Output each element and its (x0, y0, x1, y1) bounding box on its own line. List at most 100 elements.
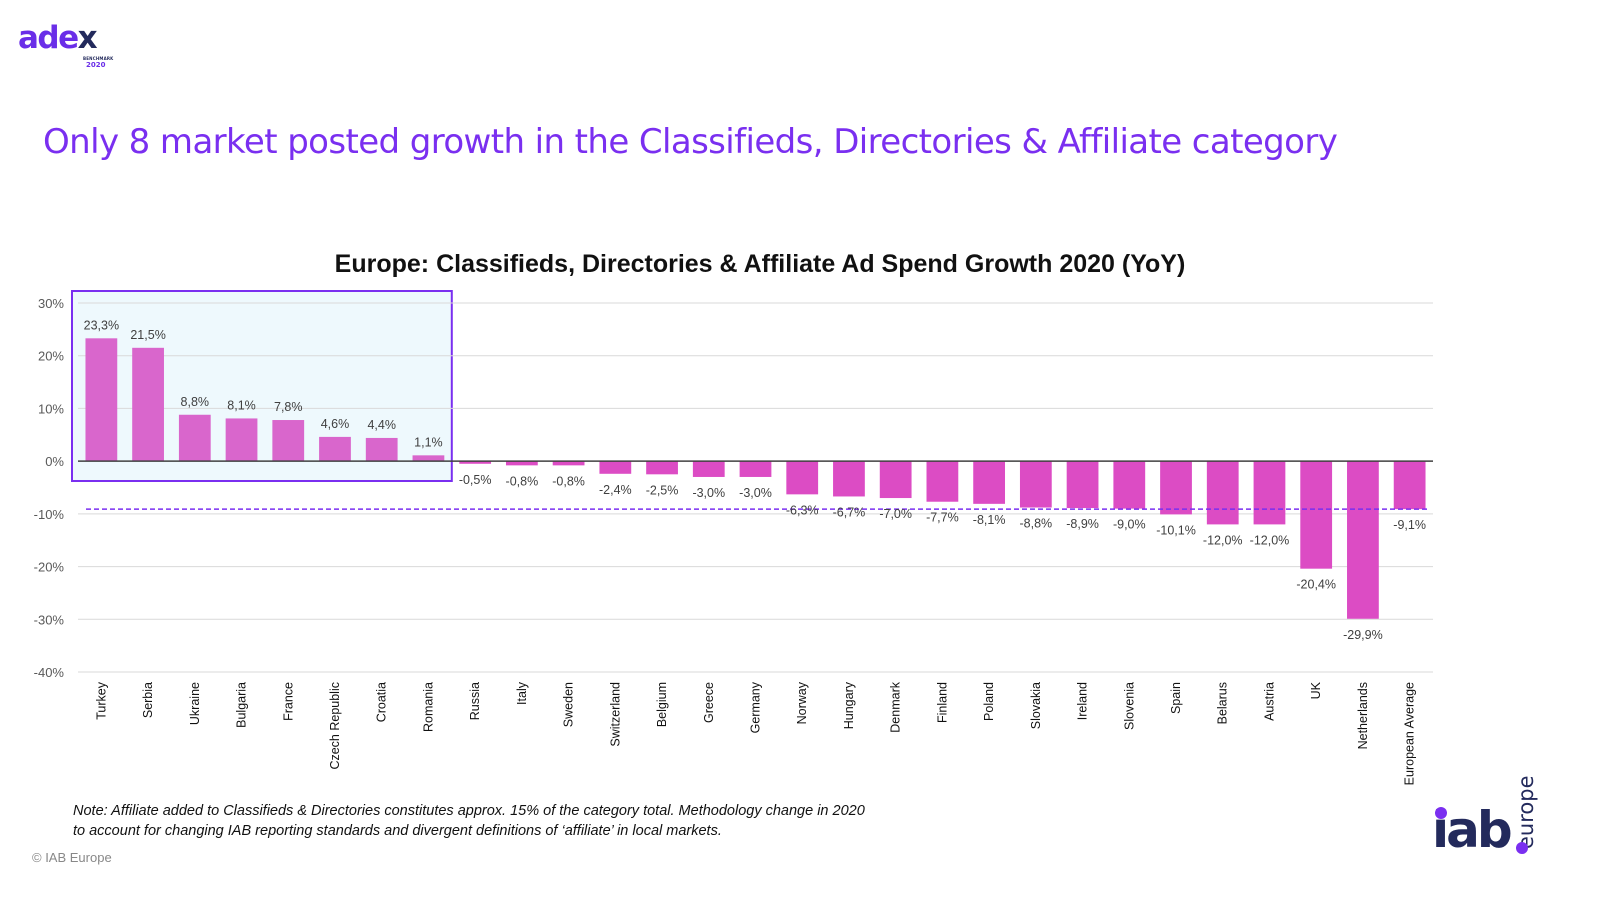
adex-wordmark-main: ade (18, 20, 79, 56)
bar (692, 461, 725, 477)
x-tick-label: European Average (1403, 682, 1417, 785)
bar (412, 455, 445, 462)
data-label: -6,7% (833, 505, 866, 519)
x-axis: Turkey Serbia Ukraine Bulgaria France Czech R… (94, 681, 1416, 785)
data-label: -3,0% (739, 486, 772, 500)
grid-layer (78, 302, 1433, 673)
data-label: -12,0% (1203, 533, 1243, 547)
bar (879, 461, 912, 499)
x-tick-label: Denmark (889, 681, 903, 732)
data-label: -8,8% (1020, 517, 1053, 531)
x-tick-label: Hungary (842, 681, 856, 729)
copyright: © IAB Europe (32, 850, 112, 865)
x-tick-label: Ireland (1076, 682, 1090, 720)
x-tick-label: Romania (421, 682, 435, 732)
bar (1160, 461, 1192, 515)
x-tick-label: Finland (935, 682, 949, 723)
data-label: -12,0% (1250, 533, 1290, 547)
x-tick-label: Spain (1169, 682, 1183, 714)
data-label: -20,4% (1296, 578, 1336, 592)
bar (786, 461, 819, 495)
y-axis: 30% 20% 10% 0% -10% -20% -30% -40% (34, 296, 65, 680)
iab-europe-logo: iab europe (1430, 765, 1550, 865)
bar (319, 436, 351, 462)
x-tick-label: Switzerland (608, 682, 622, 747)
y-tick-label: 10% (38, 401, 64, 416)
iab-dot-icon (1435, 807, 1447, 819)
bar (1066, 461, 1099, 509)
bar (365, 437, 398, 462)
bar (1347, 461, 1379, 619)
x-tick-label: Germany (749, 681, 763, 733)
y-tick-label: -10% (34, 507, 65, 522)
europe-dot-icon (1516, 842, 1528, 854)
x-tick-label: Netherlands (1356, 682, 1370, 749)
data-label: -8,1% (973, 513, 1006, 527)
data-label: 23,3% (84, 318, 119, 332)
note-line-1: Note: Affiliate added to Classifieds & D… (73, 803, 865, 819)
bar (1393, 461, 1426, 510)
x-tick-label: Czech Republic (328, 682, 342, 770)
x-tick-label: Turkey (94, 681, 108, 719)
y-tick-label: -30% (34, 612, 65, 627)
adex-logo: adex BENCHMARK 2020 (18, 18, 118, 70)
data-label: -6,3% (786, 503, 819, 517)
x-tick-label: Greece (702, 682, 716, 723)
x-tick-label: Belarus (1216, 682, 1230, 724)
data-label: 4,6% (321, 417, 350, 431)
x-tick-label: Sweden (562, 682, 576, 727)
bar (646, 461, 678, 475)
data-label: 8,1% (227, 398, 256, 412)
bar (225, 418, 258, 462)
adex-benchmark-label: BENCHMARK (83, 56, 114, 61)
bar (1300, 461, 1333, 569)
bar (1019, 461, 1052, 508)
data-label: -9,0% (1113, 518, 1146, 532)
data-label: -9,1% (1393, 518, 1426, 532)
bar (833, 461, 865, 497)
data-label: -0,8% (506, 474, 539, 488)
data-label: -0,8% (552, 474, 585, 488)
data-labels: 23,3%21,5%8,8% 8,1% 7,8%4,6% 4,4%1,1%-0,5% -… (84, 318, 1426, 641)
chart-title: Europe: Classifieds, Directories & Affil… (334, 250, 1186, 278)
bar (739, 461, 772, 477)
data-label: -7,0% (879, 507, 912, 521)
adex-wordmark: adex (18, 18, 98, 58)
y-tick-label: 20% (38, 349, 64, 364)
iab-europe-wordmark: europe (1514, 775, 1538, 850)
adex-year-label: 2020 (86, 61, 106, 69)
y-tick-label: 0% (45, 454, 64, 469)
bar (599, 461, 632, 474)
data-label: -10,1% (1156, 523, 1196, 537)
x-tick-label: Italy (515, 681, 529, 705)
x-tick-label: France (281, 682, 295, 721)
data-label: -3,0% (692, 486, 725, 500)
bar (272, 420, 305, 462)
note-line-2: to account for changing IAB reporting st… (73, 823, 722, 839)
bar (973, 461, 1006, 504)
data-label: -8,9% (1066, 517, 1099, 531)
data-label: 21,5% (130, 328, 165, 342)
europe-wrap: europe (1514, 776, 1538, 850)
y-tick-label: 30% (38, 296, 64, 311)
x-tick-label: Belgium (655, 682, 669, 727)
data-label: -29,9% (1343, 628, 1383, 642)
x-tick-label: Slovakia (1029, 682, 1043, 729)
bar (178, 414, 211, 462)
bar (926, 461, 959, 502)
x-tick-label: Poland (982, 682, 996, 721)
x-tick-label: Slovenia (1122, 682, 1136, 730)
x-tick-label: Austria (1262, 682, 1276, 721)
bar (85, 338, 118, 462)
bar (1253, 461, 1286, 525)
bar (1113, 461, 1146, 509)
x-tick-label: Norway (795, 681, 809, 724)
x-tick-label: Bulgaria (235, 682, 249, 728)
y-tick-label: -40% (34, 665, 65, 680)
data-label: -7,7% (926, 511, 959, 525)
slide-headline: Only 8 market posted growth in the Class… (43, 122, 1338, 162)
methodology-note: Note: Affiliate added to Classifieds & D… (73, 801, 865, 841)
data-label: -2,5% (646, 483, 679, 497)
x-tick-label: Ukraine (188, 682, 202, 725)
